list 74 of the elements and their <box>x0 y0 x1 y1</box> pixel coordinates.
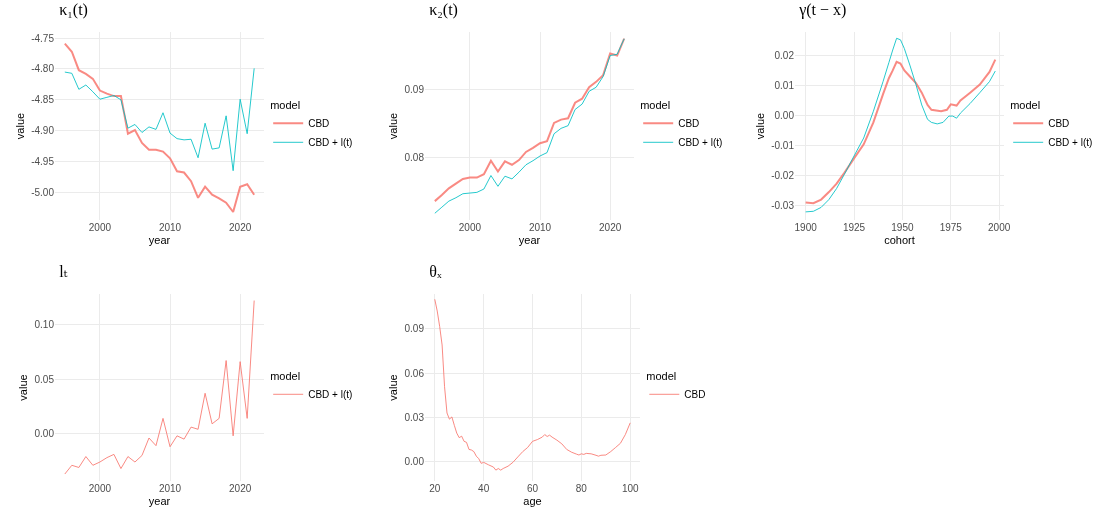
chart-title: κ₂(t) <box>429 1 458 20</box>
legend-label: CBD + l(t) <box>678 137 723 149</box>
legend-label: CBD <box>684 389 706 401</box>
legend-label: CBD <box>308 118 330 130</box>
x-tick-label: 2010 <box>158 222 182 233</box>
legend-label: CBD + l(t) <box>308 389 353 401</box>
line-series <box>64 300 255 475</box>
line-series <box>63 42 256 213</box>
y-tick-label: -5.00 <box>31 186 55 198</box>
y-axis-title: value <box>387 374 400 401</box>
y-tick-label: -4.95 <box>31 155 55 167</box>
x-tick-label: 1900 <box>794 222 818 233</box>
x-tick-label: 100 <box>621 483 640 494</box>
x-tick-label: 1925 <box>842 222 866 233</box>
y-tick-label: -4.90 <box>31 125 55 137</box>
x-tick-label: 2000 <box>88 483 112 494</box>
y-tick-label: -4.85 <box>31 94 55 106</box>
chart-title: θₓ <box>429 263 442 281</box>
y-tick-label: 0.06 <box>404 367 425 379</box>
x-tick-label: 2020 <box>599 222 622 233</box>
x-axis-title: year <box>148 495 171 508</box>
y-tick-label: 0.05 <box>34 373 55 385</box>
x-tick-label: 2010 <box>158 483 182 494</box>
x-tick-label: 2000 <box>988 222 1011 233</box>
x-tick-label: 1975 <box>939 222 963 233</box>
legend-label: CBD + l(t) <box>1048 137 1093 149</box>
x-tick-label: 2000 <box>458 222 482 233</box>
x-axis-title: cohort <box>884 234 915 247</box>
y-tick-label: 0.09 <box>404 84 425 96</box>
y-tick-label: 0.00 <box>774 110 795 122</box>
y-tick-label: 0.02 <box>774 50 795 62</box>
legend-title: model <box>646 369 677 382</box>
x-tick-label: 20 <box>429 483 441 494</box>
y-axis-title: value <box>13 112 26 140</box>
y-tick-label: 0.09 <box>404 323 425 335</box>
x-tick-label: 2000 <box>88 222 112 233</box>
line-series <box>64 67 255 172</box>
y-tick-label: 0.00 <box>34 428 55 440</box>
y-tick-label: 0.00 <box>404 455 425 467</box>
line-series <box>805 37 996 213</box>
x-axis-title: age <box>523 495 542 508</box>
x-tick-label: 80 <box>575 483 588 494</box>
x-tick-label: 60 <box>526 483 539 494</box>
x-tick-label: 2010 <box>528 222 552 233</box>
legend-title: model <box>270 369 301 382</box>
y-axis-title: value <box>17 374 30 401</box>
y-tick-label: -0.02 <box>771 170 795 182</box>
chart-title: κ₁(t) <box>59 1 88 20</box>
legend-label: CBD <box>678 118 700 130</box>
x-tick-label: 1950 <box>891 222 914 233</box>
y-tick-label: 0.10 <box>34 319 55 331</box>
legend-title: model <box>270 98 301 111</box>
y-tick-label: -4.80 <box>31 63 55 75</box>
x-tick-label: 2020 <box>229 222 252 233</box>
legend-label: CBD + l(t) <box>308 137 353 149</box>
y-axis-title: value <box>387 112 400 140</box>
y-tick-label: -0.03 <box>771 200 795 212</box>
legend-title: model <box>640 98 671 111</box>
x-axis-title: year <box>518 234 541 247</box>
y-tick-label: 0.03 <box>404 411 425 423</box>
x-tick-label: 40 <box>478 483 490 494</box>
x-axis-title: year <box>148 234 171 247</box>
legend-label: CBD <box>1048 118 1070 130</box>
chart-title: γ(t − x) <box>798 1 847 20</box>
x-tick-label: 2020 <box>229 483 252 494</box>
line-series <box>804 58 997 205</box>
y-tick-label: 0.01 <box>774 80 795 92</box>
y-tick-label: -4.75 <box>31 32 55 44</box>
line-series <box>434 298 631 471</box>
y-tick-label: 0.08 <box>404 151 425 163</box>
y-tick-label: -0.01 <box>771 140 795 152</box>
y-axis-title: value <box>753 112 766 140</box>
legend-title: model <box>1010 98 1041 111</box>
chart-title: lₜ <box>59 263 68 281</box>
